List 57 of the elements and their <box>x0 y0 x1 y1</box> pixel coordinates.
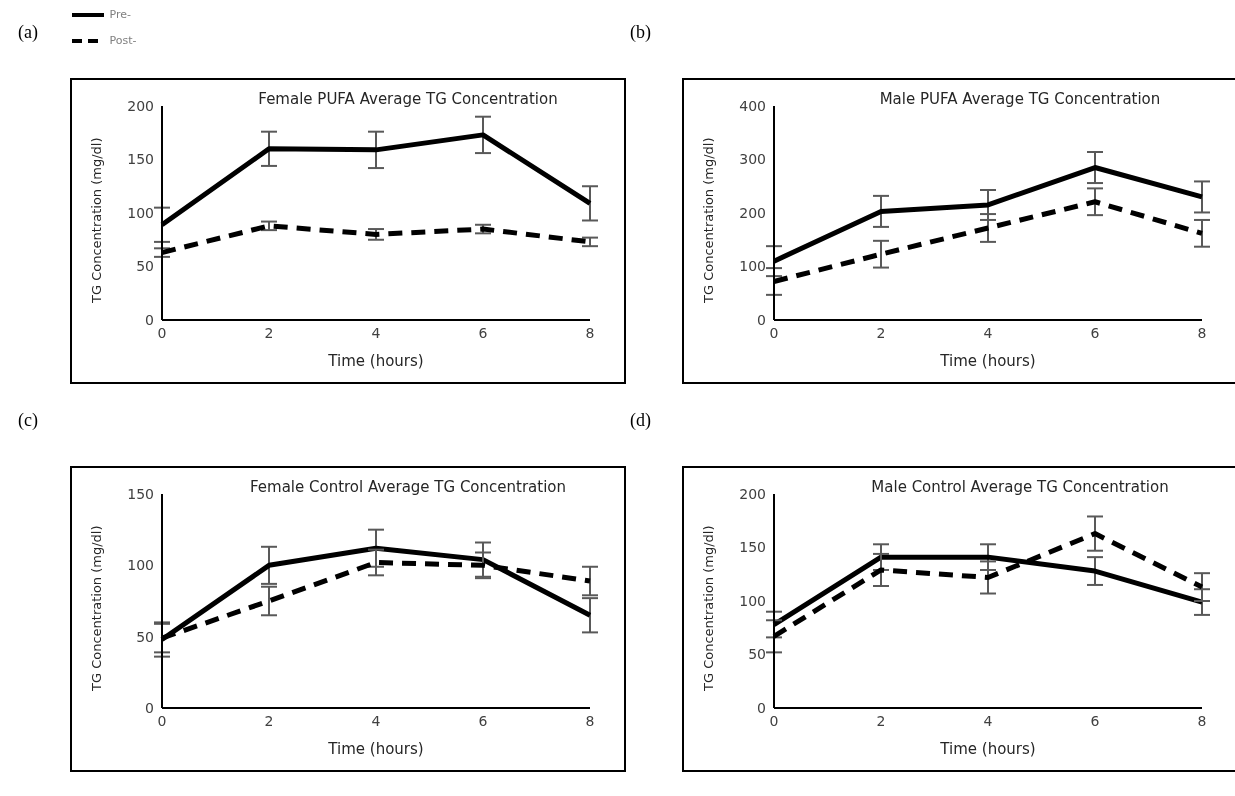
x-tick-label: 0 <box>769 712 779 729</box>
y-tick-label: 200 <box>127 97 154 114</box>
y-axis-title: TG Concentration (mg/dl) <box>88 525 104 692</box>
y-tick-label: 0 <box>145 699 154 716</box>
y-tick-label: 0 <box>757 699 766 716</box>
y-tick-label: 50 <box>136 628 154 645</box>
x-tick-label: 8 <box>1197 324 1207 341</box>
y-tick-label: 150 <box>127 151 154 168</box>
y-tick-label: 0 <box>145 311 154 328</box>
x-tick-label: 2 <box>264 324 274 341</box>
x-tick-label: 4 <box>371 324 381 341</box>
y-axis-title: TG Concentration (mg/dl) <box>700 525 716 692</box>
x-tick-label: 6 <box>1090 712 1100 729</box>
y-tick-label: 50 <box>748 646 766 663</box>
y-tick-label: 400 <box>739 97 766 114</box>
legend-label: Pre- <box>109 8 131 21</box>
y-tick-label: 200 <box>739 204 766 221</box>
text: (b) <box>630 22 651 42</box>
x-tick-label: 8 <box>1197 712 1207 729</box>
x-axis-title: Time (hours) <box>939 352 1036 370</box>
x-axis-title: Time (hours) <box>327 740 424 758</box>
text: (a) <box>18 22 38 42</box>
y-tick-label: 100 <box>127 204 154 221</box>
chart-title: Male PUFA Average TG Concentration <box>878 90 1162 108</box>
x-tick-label: 0 <box>157 712 167 729</box>
x-tick-label: 0 <box>157 324 167 341</box>
y-tick-label: 50 <box>136 258 154 275</box>
y-tick-label: 300 <box>739 151 766 168</box>
x-tick-label: 2 <box>876 712 886 729</box>
y-tick-label: 100 <box>127 557 154 574</box>
x-tick-label: 6 <box>478 712 488 729</box>
x-tick-label: 4 <box>983 324 993 341</box>
y-tick-label: 100 <box>739 592 766 609</box>
legend-label: Post- <box>109 34 137 47</box>
x-tick-label: 4 <box>371 712 381 729</box>
y-tick-label: 150 <box>739 539 766 556</box>
x-tick-label: 0 <box>769 324 779 341</box>
x-tick-label: 4 <box>983 712 993 729</box>
x-tick-label: 6 <box>478 324 488 341</box>
chart-title: Male Control Average TG Concentration <box>870 478 1170 496</box>
x-tick-label: 2 <box>876 324 886 341</box>
x-tick-label: 8 <box>585 712 595 729</box>
text: (c) <box>18 410 38 430</box>
x-tick-label: 8 <box>585 324 595 341</box>
chart-title: Female PUFA Average TG Concentration <box>257 90 559 108</box>
y-axis-title: TG Concentration (mg/dl) <box>700 137 716 304</box>
y-axis-title: TG Concentration (mg/dl) <box>88 137 104 304</box>
x-tick-label: 2 <box>264 712 274 729</box>
chart-title: Female Control Average TG Concentration <box>249 478 567 496</box>
x-axis-title: Time (hours) <box>327 352 424 370</box>
y-tick-label: 0 <box>757 311 766 328</box>
text: (d) <box>630 410 651 430</box>
y-tick-label: 200 <box>739 485 766 502</box>
y-tick-label: 150 <box>127 485 154 502</box>
y-tick-label: 100 <box>739 258 766 275</box>
x-tick-label: 6 <box>1090 324 1100 341</box>
x-axis-title: Time (hours) <box>939 740 1036 758</box>
